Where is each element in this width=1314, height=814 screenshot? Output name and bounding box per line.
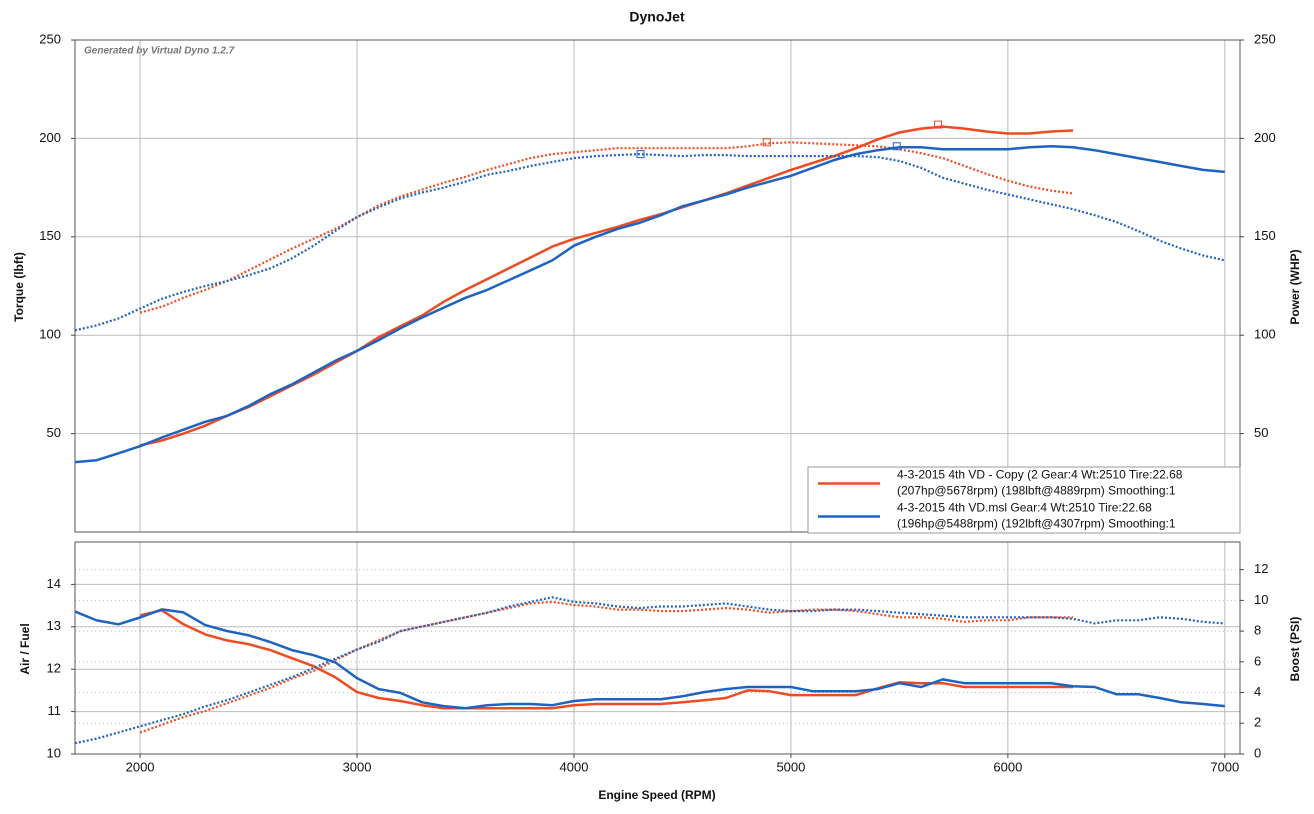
- legend-text: (207hp@5678rpm) (198lbft@4889rpm) Smooth…: [897, 484, 1176, 498]
- plot-frame: [74, 541, 1241, 755]
- series-line: [139, 609, 1073, 710]
- x-tick-label: 5000: [776, 759, 805, 774]
- y2-tick-label: 8: [1254, 623, 1261, 638]
- y2-tick-label: 6: [1254, 653, 1261, 668]
- y-tick-label: 12: [47, 661, 61, 676]
- series-line: [139, 600, 1073, 734]
- x-tick-label: 3000: [343, 759, 372, 774]
- series-line: [75, 596, 1225, 745]
- series-line: [139, 141, 1074, 314]
- legend-box: [807, 466, 1241, 534]
- annotation: Generated by Virtual Dyno 1.2.7: [84, 46, 235, 57]
- peak-marker: [762, 138, 771, 147]
- x-axis-label: Engine Speed (RPM): [598, 788, 715, 802]
- y2-tick-label: 12: [1254, 561, 1268, 576]
- chart-title: DynoJet: [629, 9, 685, 25]
- y2-tick-label: 2: [1254, 715, 1261, 730]
- peak-marker: [934, 120, 943, 129]
- y-axis-label: Air / Fuel: [18, 623, 32, 674]
- legend-text: 4-3-2015 4th VD.msl Gear:4 Wt:2510 Tire:…: [897, 501, 1152, 515]
- x-tick-label: 4000: [560, 759, 589, 774]
- y2-axis-label: Power (WHP): [1288, 249, 1302, 324]
- peak-marker: [892, 142, 901, 151]
- y2-tick-label: 0: [1254, 745, 1261, 760]
- y-tick-label: 250: [39, 31, 61, 46]
- y2-tick-label: 150: [1254, 228, 1276, 243]
- legend-text: 4-3-2015 4th VD - Copy (2 Gear:4 Wt:2510…: [897, 468, 1183, 482]
- y-axis-label: Torque (lbft): [12, 252, 26, 322]
- y-tick-label: 100: [39, 327, 61, 342]
- y-tick-label: 14: [47, 576, 61, 591]
- y2-tick-label: 4: [1254, 684, 1261, 699]
- x-tick-label: 2000: [126, 759, 155, 774]
- y2-tick-label: 100: [1254, 327, 1276, 342]
- series-line: [75, 145, 1225, 464]
- y2-tick-label: 250: [1254, 31, 1276, 46]
- x-tick-label: 7000: [1210, 759, 1239, 774]
- y2-tick-label: 50: [1254, 425, 1268, 440]
- x-tick-label: 6000: [993, 759, 1022, 774]
- y2-tick-label: 10: [1254, 592, 1268, 607]
- series-line: [75, 608, 1225, 710]
- y2-axis-label: Boost (PSI): [1288, 617, 1302, 682]
- y-tick-label: 200: [39, 130, 61, 145]
- y2-tick-label: 200: [1254, 130, 1276, 145]
- legend-text: (196hp@5488rpm) (192lbft@4307rpm) Smooth…: [897, 517, 1176, 531]
- peak-marker: [636, 150, 645, 159]
- y-tick-label: 150: [39, 228, 61, 243]
- plot-frame: [74, 39, 1241, 533]
- y-tick-label: 50: [47, 425, 61, 440]
- series-line: [75, 153, 1226, 332]
- y-tick-label: 10: [47, 745, 61, 760]
- y-tick-label: 13: [47, 618, 61, 633]
- y-tick-label: 11: [48, 703, 62, 718]
